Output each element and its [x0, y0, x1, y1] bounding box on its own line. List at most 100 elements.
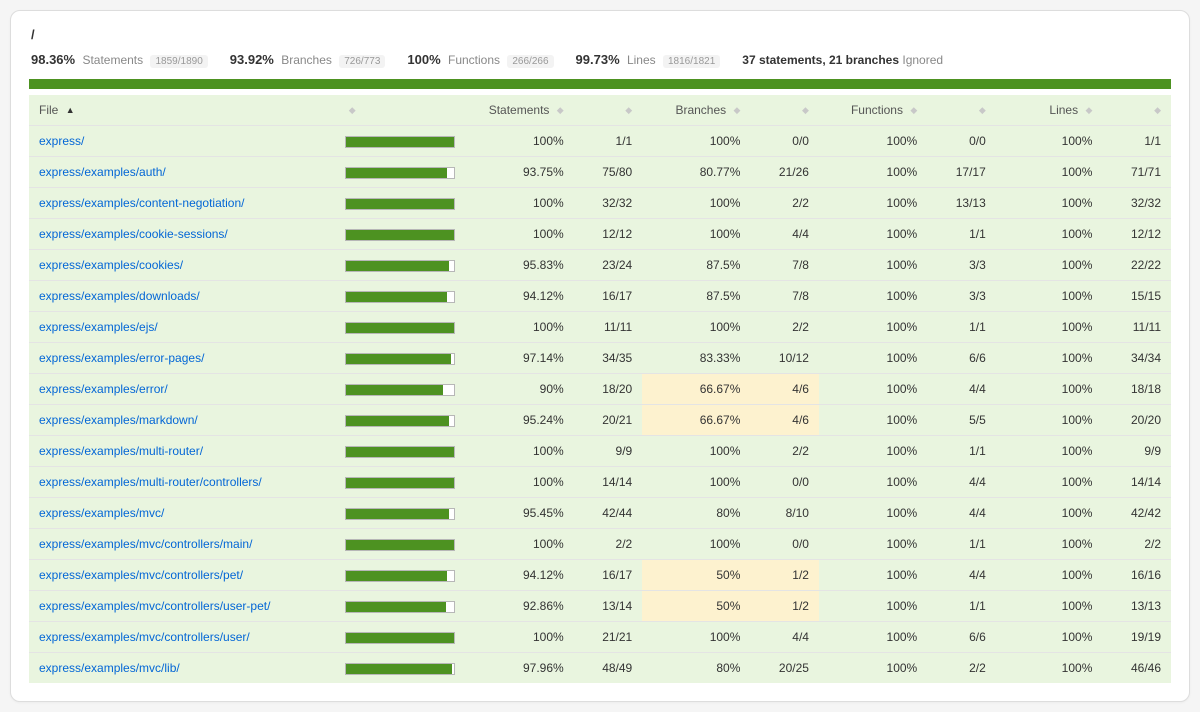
- table-row: express/examples/downloads/94.12%16/1787…: [29, 281, 1171, 312]
- sort-icon: ◆: [910, 107, 917, 114]
- bar-cell: [335, 219, 465, 250]
- file-link[interactable]: express/: [39, 134, 84, 148]
- lines-pct: 100%: [996, 405, 1103, 436]
- coverage-bar-fill: [346, 354, 451, 364]
- file-link[interactable]: express/examples/error-pages/: [39, 351, 204, 365]
- file-link[interactable]: express/examples/cookies/: [39, 258, 183, 272]
- functions-frac: 17/17: [927, 157, 996, 188]
- coverage-bar: [345, 260, 455, 272]
- functions-pct: 100%: [819, 343, 927, 374]
- col-functions-label: Functions: [851, 103, 903, 117]
- col-file-header[interactable]: File ▲: [29, 95, 335, 126]
- file-link[interactable]: express/examples/downloads/: [39, 289, 200, 303]
- lines-pct: 100%: [996, 343, 1103, 374]
- summary-statements-frac: 1859/1890: [150, 55, 207, 68]
- coverage-bar: [345, 632, 455, 644]
- branches-pct: 50%: [642, 560, 750, 591]
- functions-pct: 100%: [819, 405, 927, 436]
- sort-icon: ◆: [349, 107, 356, 114]
- summary-row: 98.36% Statements 1859/1890 93.92% Branc…: [29, 52, 1171, 79]
- col-functions-frac-header[interactable]: ◆: [927, 95, 996, 126]
- lines-frac: 15/15: [1102, 281, 1171, 312]
- lines-frac: 32/32: [1102, 188, 1171, 219]
- file-cell: express/examples/cookies/: [29, 250, 335, 281]
- col-branches-header[interactable]: Branches ◆: [642, 95, 750, 126]
- lines-pct: 100%: [996, 529, 1103, 560]
- coverage-bar-fill: [346, 168, 447, 178]
- functions-frac: 3/3: [927, 281, 996, 312]
- file-link[interactable]: express/examples/mvc/controllers/pet/: [39, 568, 243, 582]
- summary-branches-pct: 93.92%: [230, 52, 274, 67]
- bar-cell: [335, 250, 465, 281]
- col-statements-header[interactable]: Statements ◆: [465, 95, 574, 126]
- coverage-bar: [345, 570, 455, 582]
- sort-icon: ◆: [1085, 107, 1092, 114]
- statements-frac: 23/24: [574, 250, 643, 281]
- file-link[interactable]: express/examples/mvc/controllers/user/: [39, 630, 250, 644]
- coverage-bar-fill: [346, 447, 454, 457]
- statements-frac: 12/12: [574, 219, 643, 250]
- lines-frac: 22/22: [1102, 250, 1171, 281]
- coverage-bar: [345, 663, 455, 675]
- summary-functions-pct: 100%: [407, 52, 440, 67]
- lines-frac: 2/2: [1102, 529, 1171, 560]
- summary-lines-frac: 1816/1821: [663, 55, 720, 68]
- file-cell: express/examples/multi-router/controller…: [29, 467, 335, 498]
- sort-asc-icon: ▲: [66, 107, 75, 114]
- file-link[interactable]: express/examples/mvc/controllers/user-pe…: [39, 599, 270, 613]
- file-cell: express/examples/error-pages/: [29, 343, 335, 374]
- lines-pct: 100%: [996, 157, 1103, 188]
- file-link[interactable]: express/examples/mvc/: [39, 506, 164, 520]
- lines-frac: 14/14: [1102, 467, 1171, 498]
- branches-pct: 80.77%: [642, 157, 750, 188]
- file-link[interactable]: express/examples/error/: [39, 382, 168, 396]
- file-link[interactable]: express/examples/content-negotiation/: [39, 196, 244, 210]
- table-row: express/examples/mvc/controllers/user/10…: [29, 622, 1171, 653]
- coverage-bar: [345, 415, 455, 427]
- statements-frac: 34/35: [574, 343, 643, 374]
- col-lines-header[interactable]: Lines ◆: [996, 95, 1103, 126]
- file-cell: express/examples/mvc/controllers/main/: [29, 529, 335, 560]
- file-link[interactable]: express/examples/auth/: [39, 165, 166, 179]
- table-row: express/examples/error/90%18/2066.67%4/6…: [29, 374, 1171, 405]
- coverage-bar-fill: [346, 478, 454, 488]
- bar-cell: [335, 498, 465, 529]
- table-row: express/examples/mvc/controllers/pet/94.…: [29, 560, 1171, 591]
- file-link[interactable]: express/examples/multi-router/: [39, 444, 203, 458]
- file-link[interactable]: express/examples/mvc/lib/: [39, 661, 180, 675]
- sort-icon: ◆: [1154, 107, 1161, 114]
- col-branches-frac-header[interactable]: ◆: [750, 95, 819, 126]
- col-bar-header[interactable]: ◆: [335, 95, 465, 126]
- lines-frac: 12/12: [1102, 219, 1171, 250]
- bar-cell: [335, 529, 465, 560]
- branches-pct: 80%: [642, 653, 750, 684]
- branches-frac: 7/8: [750, 281, 819, 312]
- branches-pct: 87.5%: [642, 281, 750, 312]
- statements-pct: 95.24%: [465, 405, 574, 436]
- functions-frac: 1/1: [927, 312, 996, 343]
- statements-pct: 100%: [465, 436, 574, 467]
- lines-pct: 100%: [996, 436, 1103, 467]
- file-link[interactable]: express/examples/mvc/controllers/main/: [39, 537, 252, 551]
- bar-cell: [335, 622, 465, 653]
- col-lines-frac-header[interactable]: ◆: [1102, 95, 1171, 126]
- bar-cell: [335, 126, 465, 157]
- col-functions-header[interactable]: Functions ◆: [819, 95, 927, 126]
- statements-pct: 100%: [465, 467, 574, 498]
- bar-cell: [335, 405, 465, 436]
- statements-pct: 90%: [465, 374, 574, 405]
- coverage-bar: [345, 229, 455, 241]
- file-link[interactable]: express/examples/cookie-sessions/: [39, 227, 228, 241]
- branches-frac: 4/4: [750, 219, 819, 250]
- coverage-bar: [345, 384, 455, 396]
- branches-pct: 100%: [642, 126, 750, 157]
- bar-cell: [335, 374, 465, 405]
- col-statements-frac-header[interactable]: ◆: [574, 95, 643, 126]
- branches-frac: 4/4: [750, 622, 819, 653]
- coverage-bar: [345, 198, 455, 210]
- table-row: express/examples/cookie-sessions/100%12/…: [29, 219, 1171, 250]
- statements-frac: 16/17: [574, 281, 643, 312]
- file-link[interactable]: express/examples/markdown/: [39, 413, 198, 427]
- file-link[interactable]: express/examples/ejs/: [39, 320, 158, 334]
- file-link[interactable]: express/examples/multi-router/controller…: [39, 475, 262, 489]
